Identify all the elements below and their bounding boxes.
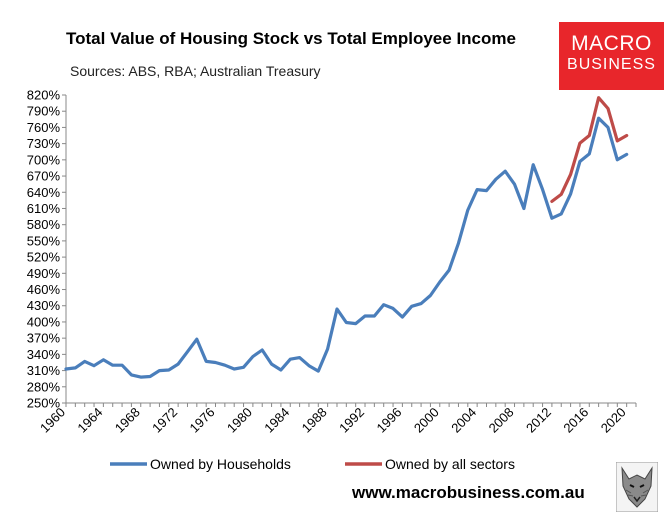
y-tick-label: 430% <box>27 298 61 313</box>
y-tick-label: 640% <box>27 185 61 200</box>
y-tick-label: 400% <box>27 314 61 329</box>
y-tick-label: 610% <box>27 201 61 216</box>
x-tick-label: 1976 <box>187 405 218 436</box>
y-tick-label: 700% <box>27 152 61 167</box>
y-tick-label: 520% <box>27 250 61 265</box>
chart-subtitle: Sources: ABS, RBA; Australian Treasury <box>70 63 321 79</box>
logo-line-2: BUSINESS <box>567 56 656 73</box>
x-tick-label: 1972 <box>149 405 180 436</box>
logo-line-1: MACRO <box>571 32 652 55</box>
y-tick-label: 310% <box>27 363 61 378</box>
x-tick-label: 1964 <box>74 405 105 436</box>
series-line-households <box>64 116 629 379</box>
y-tick-label: 280% <box>27 379 61 394</box>
x-tick-label: 2008 <box>486 405 517 436</box>
legend-label: Owned by all sectors <box>385 456 515 472</box>
y-tick-label: 820% <box>27 88 61 103</box>
x-tick-label: 1968 <box>112 405 143 436</box>
series-line-all-sectors <box>550 96 629 203</box>
y-tick-label: 760% <box>27 120 61 135</box>
y-tick-label: 370% <box>27 331 61 346</box>
y-tick-label: 250% <box>27 396 61 411</box>
x-tick-label: 1996 <box>373 405 404 436</box>
x-tick-label: 1980 <box>224 405 255 436</box>
x-tick-label: 2004 <box>448 405 479 436</box>
macrobusiness-logo: MACRO BUSINESS <box>559 22 664 90</box>
y-tick-label: 730% <box>27 136 61 151</box>
y-tick-label: 490% <box>27 266 61 281</box>
y-tick-label: 550% <box>27 233 61 248</box>
footer-url: www.macrobusiness.com.au <box>352 483 585 502</box>
y-tick-label: 580% <box>27 217 61 232</box>
y-tick-label: 790% <box>27 104 61 119</box>
wolf-logo-icon <box>616 462 658 512</box>
y-tick-label: 670% <box>27 169 61 184</box>
x-tick-label: 1984 <box>261 405 292 436</box>
chart-title: Total Value of Housing Stock vs Total Em… <box>66 29 516 48</box>
x-tick-label: 2012 <box>523 405 554 436</box>
x-tick-label: 1988 <box>299 405 330 436</box>
x-tick-label: 2020 <box>598 405 629 436</box>
x-tick-label: 1992 <box>336 405 367 436</box>
x-tick-label: 2000 <box>411 405 442 436</box>
y-tick-label: 460% <box>27 282 61 297</box>
x-tick-label: 2016 <box>560 405 591 436</box>
y-tick-label: 340% <box>27 347 61 362</box>
legend-label: Owned by Households <box>150 456 291 472</box>
